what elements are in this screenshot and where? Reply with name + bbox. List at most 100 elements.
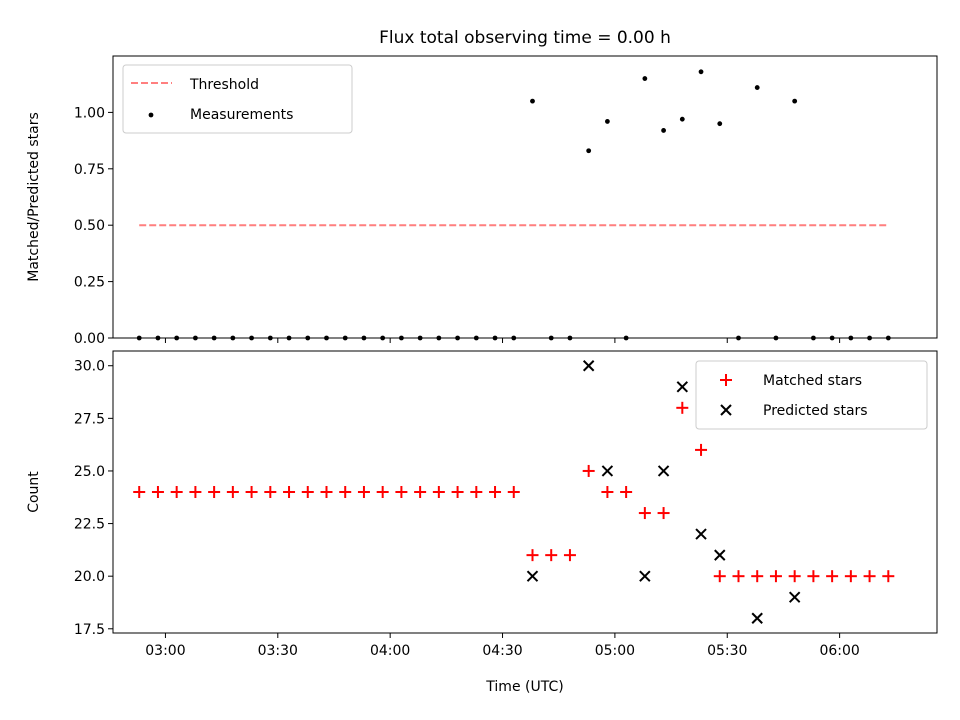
legend-predicted-symbol xyxy=(720,404,732,416)
measurement-point xyxy=(698,69,704,75)
matched-star-point xyxy=(844,570,857,583)
x-tick-label: 04:00 xyxy=(370,643,410,659)
x-tick-label: 04:30 xyxy=(482,643,522,659)
y-tick-label: 0.75 xyxy=(74,162,105,178)
measurement-point xyxy=(642,76,648,81)
matched-star-point xyxy=(301,486,314,498)
predicted-star-point xyxy=(788,591,801,603)
matched-star-point xyxy=(245,486,258,498)
y-tick-label: 1.00 xyxy=(74,105,105,121)
matched-star-point xyxy=(264,486,277,498)
matched-star-point xyxy=(863,570,876,583)
matched-star-point xyxy=(788,570,801,583)
matched-star-point xyxy=(563,549,576,562)
x-tick-label: 06:00 xyxy=(819,643,859,659)
matched-star-point xyxy=(414,486,427,498)
legend-plus-marker xyxy=(720,374,732,386)
predicted-star-point xyxy=(695,528,707,540)
legend-matched-label: Matched stars xyxy=(763,373,862,389)
matched-star-point xyxy=(189,486,202,498)
star-count-panel: Count Time (UTC) 17.5 20.0 22.5 25.0 27.5 30.… xyxy=(26,350,938,695)
y-tick-label: 27.5 xyxy=(74,411,105,427)
y-tick-label: 0.50 xyxy=(74,218,105,234)
legend-box xyxy=(695,360,928,430)
plot-marks xyxy=(133,360,895,624)
predicted-star-point xyxy=(751,612,763,624)
y-tick-label: 0.00 xyxy=(74,331,105,347)
matched-star-point xyxy=(320,486,333,498)
y-axis-ticks: 17.5 20.0 22.5 25.0 27.5 30.0 xyxy=(74,359,113,638)
legend-threshold-label: Threshold xyxy=(189,77,259,93)
y-tick-label: 22.5 xyxy=(74,517,105,533)
matched-star-point xyxy=(151,486,164,498)
matched-star-point xyxy=(526,549,539,562)
x-tick-label: 05:00 xyxy=(595,643,635,659)
plot-marks xyxy=(136,69,891,341)
legend-box xyxy=(122,64,353,134)
x-axis-label: Time (UTC) xyxy=(485,679,563,695)
x-tick-label: 03:30 xyxy=(258,643,298,659)
matched-star-point xyxy=(376,486,389,498)
matched-star-point xyxy=(507,486,520,498)
predicted-star-point xyxy=(639,570,651,582)
legend: Matched stars Predicted stars xyxy=(695,360,928,430)
matched-star-point xyxy=(713,570,726,583)
matched-star-point xyxy=(638,507,651,520)
matched-star-point xyxy=(470,486,483,498)
matched-star-point xyxy=(208,486,221,498)
x-tick-label: 05:30 xyxy=(707,643,747,659)
predicted-star-point xyxy=(657,465,670,477)
matched-star-point xyxy=(882,570,895,583)
matched-star-point xyxy=(357,486,370,498)
matched-star-point xyxy=(489,486,502,498)
matched-star-point xyxy=(283,486,296,498)
x-axis-ticks xyxy=(164,338,841,343)
matched-star-point xyxy=(339,486,352,498)
matched-star-point xyxy=(657,507,670,520)
matched-star-point xyxy=(695,443,708,456)
legend-matched-symbol xyxy=(720,374,732,386)
matched-star-point xyxy=(769,570,782,583)
measurement-point xyxy=(717,121,723,127)
predicted-star-point xyxy=(714,549,726,561)
y-tick-label: 0.25 xyxy=(74,275,105,291)
matched-star-point xyxy=(807,570,820,583)
matched-star-point xyxy=(826,570,839,583)
y-axis-label: Count xyxy=(26,471,42,513)
plot-frame xyxy=(112,55,938,339)
legend-measurements-label: Measurements xyxy=(190,107,293,123)
matched-star-point xyxy=(751,570,764,583)
plot-frame xyxy=(112,350,938,634)
matched-star-point xyxy=(395,486,408,498)
matched-star-point xyxy=(133,486,146,498)
y-tick-label: 25.0 xyxy=(74,464,105,480)
matched-star-point xyxy=(620,486,633,498)
measurement-point xyxy=(754,85,760,90)
matched-star-point xyxy=(582,464,595,477)
matched-star-point xyxy=(676,401,689,414)
x-tick-label: 03:00 xyxy=(145,643,185,659)
measurement-point xyxy=(605,119,610,124)
matched-star-point xyxy=(451,486,464,498)
y-axis-label: Matched/Predicted stars xyxy=(26,112,42,282)
legend-measurements-symbol xyxy=(148,112,154,118)
chart-title: Flux total observing time = 0.00 h xyxy=(379,28,671,48)
predicted-star-point xyxy=(526,570,539,582)
predicted-star-point xyxy=(582,360,595,372)
measurement-point xyxy=(530,98,535,104)
flux-ratio-panel: Flux total observing time = 0.00 h Match… xyxy=(26,28,938,347)
measurement-point xyxy=(661,128,666,133)
measurement-point xyxy=(586,148,592,154)
matched-star-point xyxy=(226,486,239,498)
predicted-star-point xyxy=(676,381,689,393)
y-axis-ticks: 0.00 0.25 0.50 0.75 1.00 xyxy=(74,105,113,347)
matched-star-point xyxy=(732,570,745,583)
predicted-star-point xyxy=(601,465,614,477)
matched-star-point xyxy=(170,486,183,498)
matched-star-point xyxy=(601,486,614,498)
legend-predicted-label: Predicted stars xyxy=(763,403,868,419)
x-axis-ticks: 03:00 03:30 04:00 04:30 05:00 05:30 06:00 xyxy=(145,633,860,659)
y-tick-label: 17.5 xyxy=(74,622,105,638)
y-tick-label: 20.0 xyxy=(74,569,105,585)
